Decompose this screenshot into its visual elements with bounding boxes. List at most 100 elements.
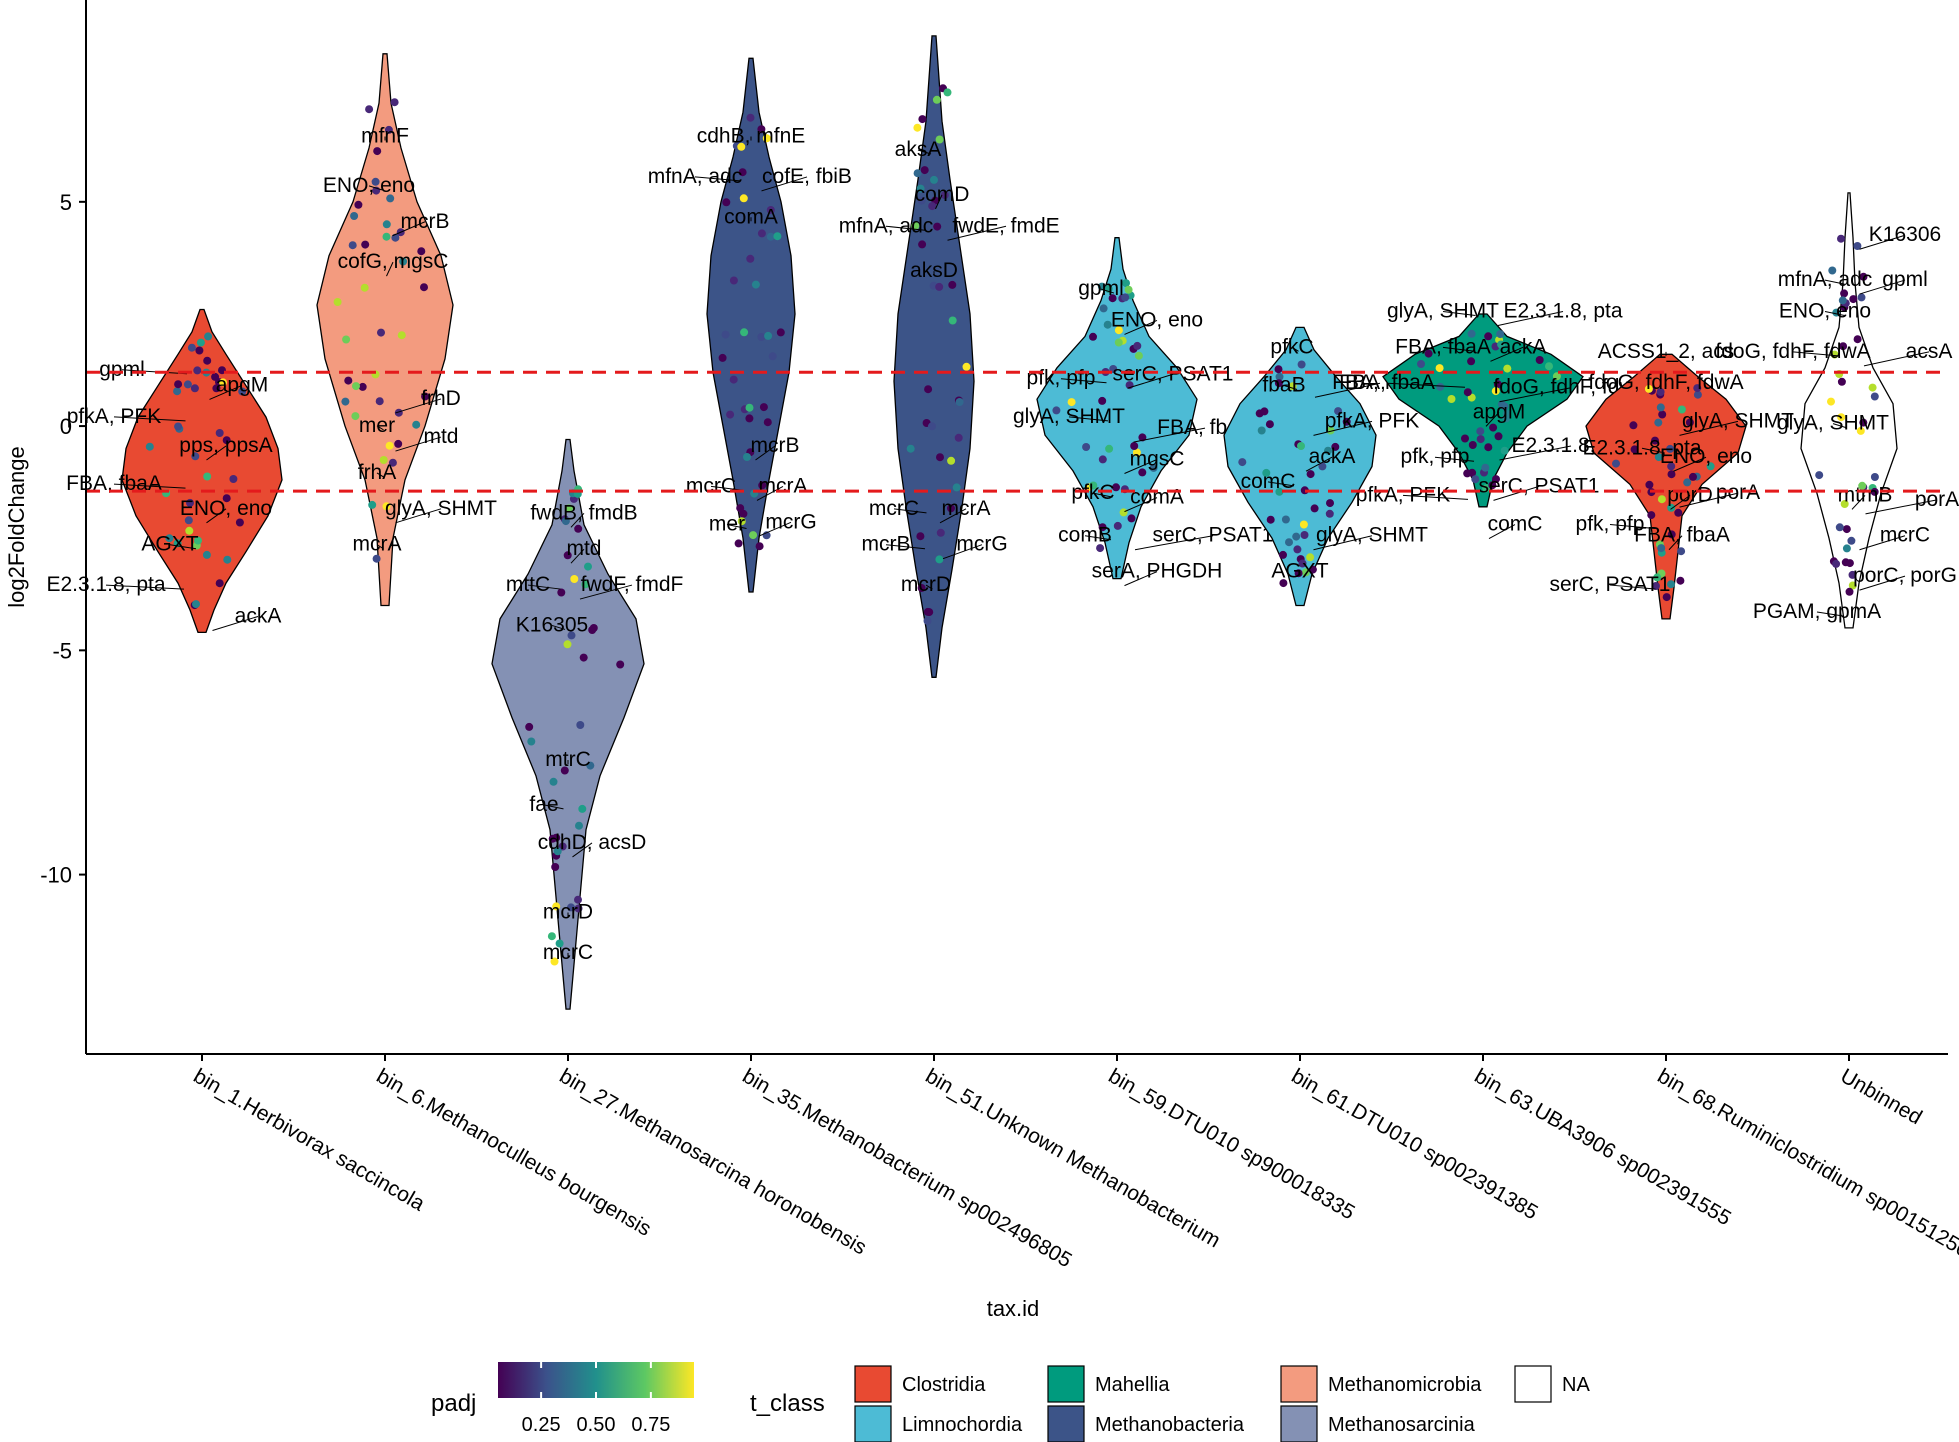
gene-label: porA — [1716, 481, 1760, 504]
gene-label: E2.3.1.8, pta — [46, 573, 165, 596]
data-point — [1266, 515, 1275, 524]
data-point — [1325, 509, 1334, 518]
gene-label: serC, PSAT1 — [1550, 573, 1671, 596]
gene-label: serC, PSAT1 — [1153, 524, 1274, 547]
data-point — [561, 517, 570, 526]
data-point — [203, 472, 212, 481]
data-point — [238, 387, 247, 396]
gene-label: mcrC — [686, 474, 736, 497]
class-legend-item: Methanobacteria — [1047, 1405, 1245, 1442]
data-point — [1830, 350, 1839, 359]
label-leader-line — [121, 369, 188, 375]
data-point — [1299, 520, 1308, 529]
data-point — [764, 331, 773, 340]
data-point — [1326, 426, 1335, 435]
data-point — [1476, 435, 1485, 444]
data-point — [773, 232, 782, 241]
gene-label: gpml — [1882, 268, 1928, 291]
label-leader-line — [570, 512, 585, 528]
data-point — [1098, 523, 1107, 532]
label-leader-line — [1859, 535, 1906, 551]
violin-group: mfnF ENO, eno mcrB cofG, mgsC frhD mer mtd frhA… — [316, 53, 497, 607]
data-point — [1298, 559, 1307, 568]
label-leader-line — [885, 225, 926, 231]
label-leader-line — [1124, 571, 1158, 587]
data-point — [1689, 472, 1697, 481]
data-point — [1089, 332, 1097, 341]
label-leader-line — [113, 483, 186, 489]
data-point — [933, 222, 942, 231]
data-point — [1859, 418, 1868, 427]
data-point — [746, 113, 755, 122]
data-point — [1845, 559, 1854, 568]
data-point — [1674, 508, 1683, 517]
label-leader-line — [1124, 497, 1158, 513]
data-point — [928, 422, 936, 431]
data-point — [749, 531, 758, 540]
data-point — [1545, 362, 1553, 371]
data-point — [1052, 406, 1061, 415]
data-point — [1274, 365, 1283, 374]
data-point — [394, 439, 403, 448]
data-point — [549, 777, 558, 786]
data-point — [758, 481, 767, 490]
data-point — [1489, 423, 1498, 432]
label-leader-line — [939, 508, 967, 524]
data-point — [350, 212, 359, 220]
data-point — [372, 554, 381, 563]
data-point — [757, 229, 766, 238]
data-point — [913, 123, 922, 132]
data-point — [1647, 511, 1656, 520]
data-point — [737, 517, 746, 526]
data-point — [371, 177, 380, 186]
y-ticks: 5 0 -5 -10 — [40, 190, 86, 888]
gene-label: AGXT — [141, 533, 198, 556]
data-point — [1482, 484, 1491, 493]
data-point — [1840, 289, 1849, 298]
data-point — [1082, 443, 1091, 451]
x-tick-label: Unbinned — [1837, 1064, 1926, 1129]
label-leader-line — [527, 584, 561, 590]
data-point — [917, 584, 926, 592]
data-point — [1853, 335, 1862, 344]
data-point — [743, 453, 751, 461]
data-point — [1847, 536, 1856, 545]
data-point — [1693, 384, 1702, 393]
data-point — [1297, 360, 1306, 369]
data-point — [576, 721, 585, 729]
data-point — [196, 338, 205, 347]
data-point — [525, 722, 534, 731]
label-leader-line — [1314, 382, 1381, 398]
data-point — [1500, 446, 1509, 455]
data-point — [1658, 410, 1667, 419]
x-tick-label: bin_27.Methanosarcina horonobensis — [556, 1064, 871, 1259]
data-point — [1127, 514, 1136, 523]
class-legend-items: Clostridia Limnochordia Mahellia Methanobac… — [854, 1365, 1590, 1442]
data-point — [1113, 521, 1122, 530]
gene-label: glyA, SHMT — [1013, 405, 1125, 428]
gene-label: mfnA, adc — [1778, 268, 1873, 291]
data-point — [1838, 296, 1847, 305]
data-point — [923, 607, 932, 616]
gene-label: mer — [359, 414, 395, 437]
data-point — [1853, 242, 1862, 250]
label-leader-line — [1127, 373, 1174, 389]
data-point — [913, 169, 922, 178]
data-point — [1856, 426, 1865, 435]
data-point — [560, 766, 569, 775]
violin-group: cdhB, mfnE mfnA, adc cofE, fbiB comA mcrB mcr… — [648, 57, 852, 593]
data-point — [917, 196, 926, 205]
data-point — [1138, 468, 1147, 477]
data-point — [1275, 372, 1284, 381]
gene-label: glyA, SHMT — [1316, 524, 1428, 547]
data-point — [1837, 234, 1845, 243]
data-point — [215, 579, 224, 588]
data-point — [616, 660, 625, 669]
data-point — [174, 380, 183, 389]
gene-label: apgM — [1473, 400, 1526, 423]
label-leader-line — [885, 544, 926, 550]
data-point — [1288, 382, 1297, 391]
data-point — [552, 902, 561, 911]
data-point — [1306, 553, 1315, 562]
gene-label: FBA, fbaA — [1634, 524, 1730, 547]
